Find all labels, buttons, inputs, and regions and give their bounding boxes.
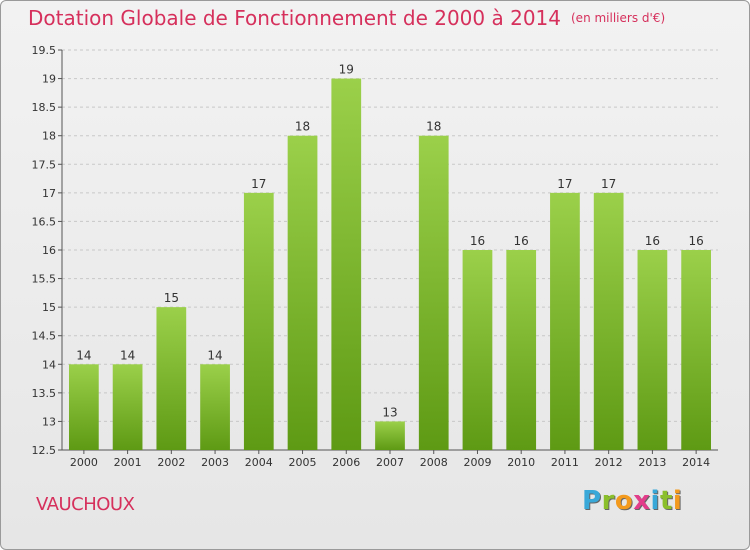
data-label: 16 [514,234,529,248]
x-tick-label: 2008 [420,456,448,469]
y-tick-label: 15 [42,301,56,314]
x-tick-label: 2000 [70,456,98,469]
data-label: 16 [645,234,660,248]
x-tick-label: 2009 [463,456,491,469]
y-tick-label: 17.5 [32,158,57,171]
bar [331,78,362,451]
x-tick-label: 2011 [551,456,579,469]
bar [418,135,449,450]
data-label: 13 [382,405,397,419]
data-labels: 14 14 15 14 17 18 19 13 18 16 16 17 17 16 16 [76,63,704,420]
bar [200,364,230,450]
bar [375,421,405,450]
y-tick-label: 13.5 [32,387,57,400]
x-tick-label: 2010 [507,456,535,469]
data-label: 14 [207,348,222,362]
data-label: 14 [76,348,91,362]
y-tick-label: 14.5 [32,330,57,343]
x-tick-label: 2002 [157,456,185,469]
y-tick-label: 19.5 [32,44,57,57]
x-tick-label: 2005 [289,456,317,469]
bar [68,364,99,450]
bar [462,250,493,450]
x-tick-label: 2014 [682,456,710,469]
bar [637,250,668,450]
y-tick-label: 12.5 [32,444,57,457]
x-tick-label: 2006 [332,456,360,469]
chart-title-text: Dotation Globale de Fonctionnement de 20… [28,6,561,30]
data-label: 18 [426,120,441,134]
data-label: 15 [164,291,179,305]
y-tick-label: 16 [42,244,56,257]
x-tick-label: 2007 [376,456,404,469]
data-label: 17 [557,177,572,191]
data-label: 16 [470,234,485,248]
bar [593,192,624,450]
bar [681,250,712,450]
data-label: 16 [688,234,703,248]
x-tick-label: 2013 [638,456,666,469]
bar [112,364,143,450]
x-tick-label: 2001 [114,456,142,469]
y-tick-label: 18.5 [32,101,57,114]
chart-unit-note: (en milliers d'€) [571,11,666,25]
y-tick-label: 15.5 [32,273,57,286]
data-label: 17 [251,177,266,191]
proxiti-logo: Proxiti [582,486,683,516]
chart-title: Dotation Globale de Fonctionnement de 20… [28,6,665,30]
bars [68,78,712,451]
bar [287,135,318,450]
bar [156,307,187,450]
data-label: 18 [295,120,310,134]
y-tick-label: 14 [42,358,56,371]
y-tick-label: 19 [42,73,56,86]
y-tick-label: 18 [42,130,56,143]
x-tick-label: 2004 [245,456,273,469]
y-tick-label: 17 [42,187,56,200]
x-tick-label: 2003 [201,456,229,469]
bar [550,192,580,450]
y-tick-label: 13 [42,415,56,428]
commune-name: VAUCHOUX [36,494,135,515]
bar [243,192,274,450]
x-tick-labels: 2000 2001 2002 2003 2004 2005 2006 2007 2008 2009… [70,456,710,469]
data-label: 14 [120,348,135,362]
y-tick-labels: 12.5 13 13.5 14 14.5 15 15.5 16 16.5 17 17.5 18 18.5… [32,44,57,457]
data-label: 19 [339,63,354,77]
x-tick-label: 2012 [595,456,623,469]
y-tick-label: 16.5 [32,215,57,228]
data-label: 17 [601,177,616,191]
bar [506,250,537,450]
